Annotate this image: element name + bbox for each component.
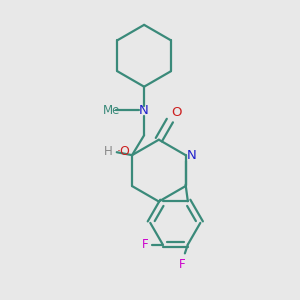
Text: H: H	[103, 145, 112, 158]
Text: F: F	[178, 258, 185, 271]
Text: Me: Me	[103, 104, 120, 117]
Text: N: N	[139, 104, 149, 117]
Text: N: N	[187, 149, 197, 162]
Text: O: O	[171, 106, 182, 119]
Text: F: F	[141, 238, 148, 251]
Text: ·O: ·O	[116, 145, 130, 158]
